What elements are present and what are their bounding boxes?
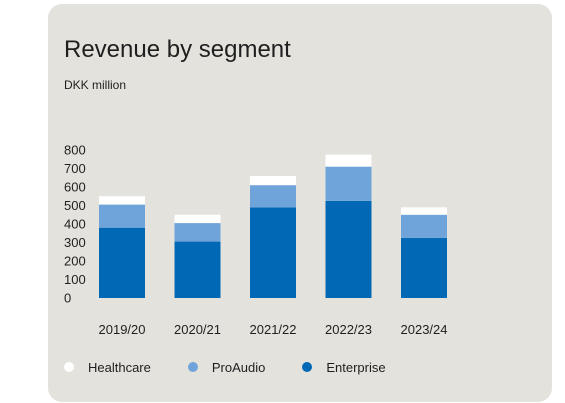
- chart-subtitle: DKK million: [64, 78, 127, 92]
- legend-swatch: [64, 362, 74, 372]
- legend-item-proaudio: ProAudio: [187, 359, 266, 375]
- legend-item-healthcare: Healthcare: [64, 360, 151, 375]
- chart-title: Revenue by segment: [64, 36, 291, 63]
- bar-proaudio: [401, 214, 447, 238]
- x-tick-label: 2019/20: [99, 322, 146, 337]
- bar-healthcare: [99, 196, 145, 205]
- bar-healthcare: [325, 154, 372, 167]
- x-tick-label: 2021/22: [250, 322, 297, 337]
- bar-proaudio: [99, 204, 145, 228]
- legend-item-enterprise: Enterprise: [302, 359, 386, 375]
- bar-enterprise: [250, 207, 296, 298]
- legend: Healthcare ProAudio Enterprise: [64, 359, 386, 375]
- bar-healthcare: [174, 214, 221, 224]
- bar-healthcare: [401, 207, 447, 215]
- legend-label: Healthcare: [88, 359, 151, 375]
- y-tick-label: 200: [64, 254, 86, 269]
- bar-enterprise: [99, 227, 145, 298]
- x-tick-label: 2022/23: [325, 322, 372, 337]
- bar-chart: 0 100 200 300 400 500 600 700 800 2019/20 2020/21 2…: [64, 143, 448, 338]
- y-tick-label: 700: [64, 161, 86, 176]
- y-tick-label: 300: [64, 235, 86, 250]
- y-tick-label: 100: [64, 272, 86, 287]
- y-tick-label: 0: [64, 291, 71, 306]
- legend-label: Enterprise: [326, 359, 386, 375]
- legend-label: ProAudio: [211, 359, 266, 375]
- bar-enterprise: [325, 200, 372, 298]
- bar-healthcare: [250, 175, 296, 186]
- legend-swatch: [302, 362, 313, 372]
- y-tick-label: 400: [64, 217, 86, 232]
- bar-proaudio: [325, 166, 372, 201]
- x-tick-label: 2023/24: [401, 322, 448, 337]
- chart-card: Revenue by segment DKK million 0 100 200 30…: [48, 4, 552, 402]
- bar-enterprise: [174, 241, 221, 298]
- y-tick-label: 800: [64, 143, 86, 158]
- y-tick-label: 500: [64, 198, 86, 213]
- legend-swatch: [187, 362, 198, 372]
- bar-proaudio: [250, 185, 296, 208]
- y-tick-label: 600: [64, 180, 86, 195]
- bar-enterprise: [401, 237, 447, 298]
- x-tick-label: 2020/21: [174, 322, 221, 337]
- bar-proaudio: [174, 223, 221, 242]
